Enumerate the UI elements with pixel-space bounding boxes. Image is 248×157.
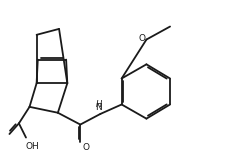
Text: O: O [83,143,90,152]
Text: OH: OH [26,142,40,151]
Text: H: H [95,100,102,109]
Text: O: O [138,34,145,43]
Text: N: N [95,103,102,112]
